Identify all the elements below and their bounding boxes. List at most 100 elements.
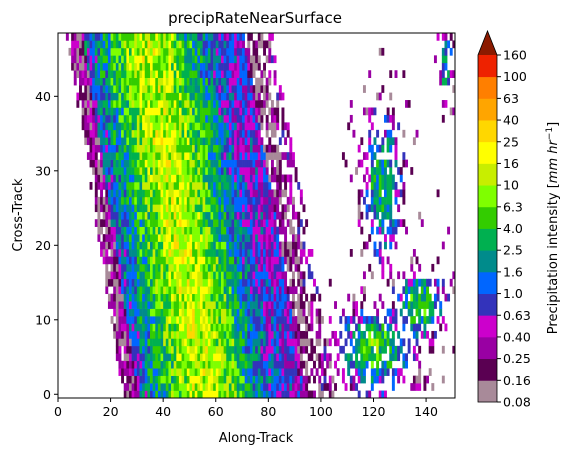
heatmap-cell [286, 129, 290, 138]
heatmap-cell [152, 278, 156, 287]
heatmap-cell [71, 47, 75, 56]
heatmap-cell [134, 122, 138, 131]
heatmap-cell [157, 107, 161, 116]
heatmap-cell [189, 174, 193, 183]
heatmap-cell [94, 77, 98, 86]
heatmap-cell [263, 330, 266, 339]
heatmap-cell [107, 241, 111, 250]
heatmap-cell [334, 360, 337, 369]
heatmap-cell [94, 196, 98, 205]
heatmap-cell [273, 286, 277, 295]
heatmap-cell [163, 263, 167, 272]
heatmap-cell [236, 256, 240, 265]
heatmap-cell [199, 55, 203, 64]
heatmap-cell [92, 137, 96, 146]
heatmap-cell [171, 144, 174, 153]
heatmap-cell [150, 256, 153, 265]
heatmap-cell [150, 353, 153, 362]
heatmap-cell [128, 271, 132, 280]
heatmap-cell [223, 204, 227, 213]
heatmap-cell [134, 338, 138, 347]
heatmap-cell [178, 390, 182, 399]
heatmap-cell [113, 33, 117, 41]
heatmap-cell [389, 70, 393, 78]
heatmap-cell [205, 77, 209, 86]
heatmap-cell [192, 40, 196, 49]
heatmap-cell [236, 383, 240, 391]
heatmap-cell [110, 114, 114, 123]
heatmap-cell [247, 278, 251, 287]
heatmap-cell [171, 301, 174, 309]
heatmap-cell [131, 293, 135, 302]
heatmap-cell [163, 55, 167, 64]
heatmap-cell [365, 360, 369, 369]
heatmap-cell [276, 323, 280, 332]
heatmap-cell [126, 241, 130, 250]
heatmap-cell [386, 308, 390, 317]
heatmap-cell [107, 301, 111, 309]
heatmap-cell [147, 33, 151, 41]
heatmap-cell [215, 293, 219, 302]
heatmap-cell [270, 226, 274, 235]
colorbar: 0.080.160.250.400.631.01.62.54.06.310162… [477, 29, 531, 410]
heatmap-cell [291, 316, 295, 324]
colorbar-tick-label: 4.0 [503, 221, 523, 236]
heatmap-cell [121, 293, 125, 302]
heatmap-cell [184, 353, 188, 362]
heatmap-cell [231, 353, 235, 362]
heatmap-cell [199, 263, 203, 272]
heatmap-cell [144, 107, 148, 116]
heatmap-cell [192, 92, 196, 101]
heatmap-cell [320, 390, 324, 399]
heatmap-cell [207, 316, 211, 324]
heatmap-cell [107, 219, 111, 227]
heatmap-cell [213, 345, 217, 354]
heatmap-cell [207, 152, 211, 160]
heatmap-cell [160, 129, 164, 138]
heatmap-cell [181, 159, 185, 168]
heatmap-cell [368, 114, 372, 123]
heatmap-cell [368, 234, 372, 242]
heatmap-cell [199, 226, 203, 235]
heatmap-cell [263, 189, 266, 198]
heatmap-cell [221, 383, 224, 391]
heatmap-cell [268, 256, 272, 265]
heatmap-cell [347, 316, 351, 324]
heatmap-cell [249, 70, 253, 78]
heatmap-cell [144, 360, 148, 369]
heatmap-cell [202, 70, 206, 78]
heatmap-cell [289, 375, 293, 384]
heatmap-cell [123, 278, 127, 287]
heatmap-cell [257, 100, 261, 108]
colorbar-tick-label: 1.0 [503, 286, 523, 301]
heatmap-cell [205, 196, 209, 205]
heatmap-cell [218, 323, 222, 332]
heatmap-cell [165, 47, 169, 56]
heatmap-cell [265, 100, 269, 108]
heatmap-cell [397, 330, 401, 339]
heatmap-cell [147, 323, 151, 332]
heatmap-cell [242, 241, 245, 250]
heatmap-cell [278, 226, 282, 235]
heatmap-cell [234, 92, 238, 101]
heatmap-cell [234, 249, 238, 257]
heatmap-cell [115, 167, 119, 175]
heatmap-cell [294, 338, 298, 347]
heatmap-cell [102, 249, 106, 257]
heatmap-cell [426, 286, 430, 295]
heatmap-cell [197, 144, 201, 153]
heatmap-cell [207, 33, 211, 41]
heatmap-cell [139, 226, 143, 235]
heatmap-cell [173, 114, 177, 123]
heatmap-cell [234, 62, 238, 71]
heatmap-cell [173, 368, 177, 376]
heatmap-cell [441, 33, 445, 41]
heatmap-cell [194, 62, 198, 71]
heatmap-cell [402, 360, 406, 369]
heatmap-cell [142, 40, 146, 49]
heatmap-cell [315, 316, 319, 324]
heatmap-cell [128, 338, 132, 347]
heatmap-cell [268, 368, 272, 376]
heatmap-cell [273, 360, 277, 369]
heatmap-cell [297, 241, 301, 250]
